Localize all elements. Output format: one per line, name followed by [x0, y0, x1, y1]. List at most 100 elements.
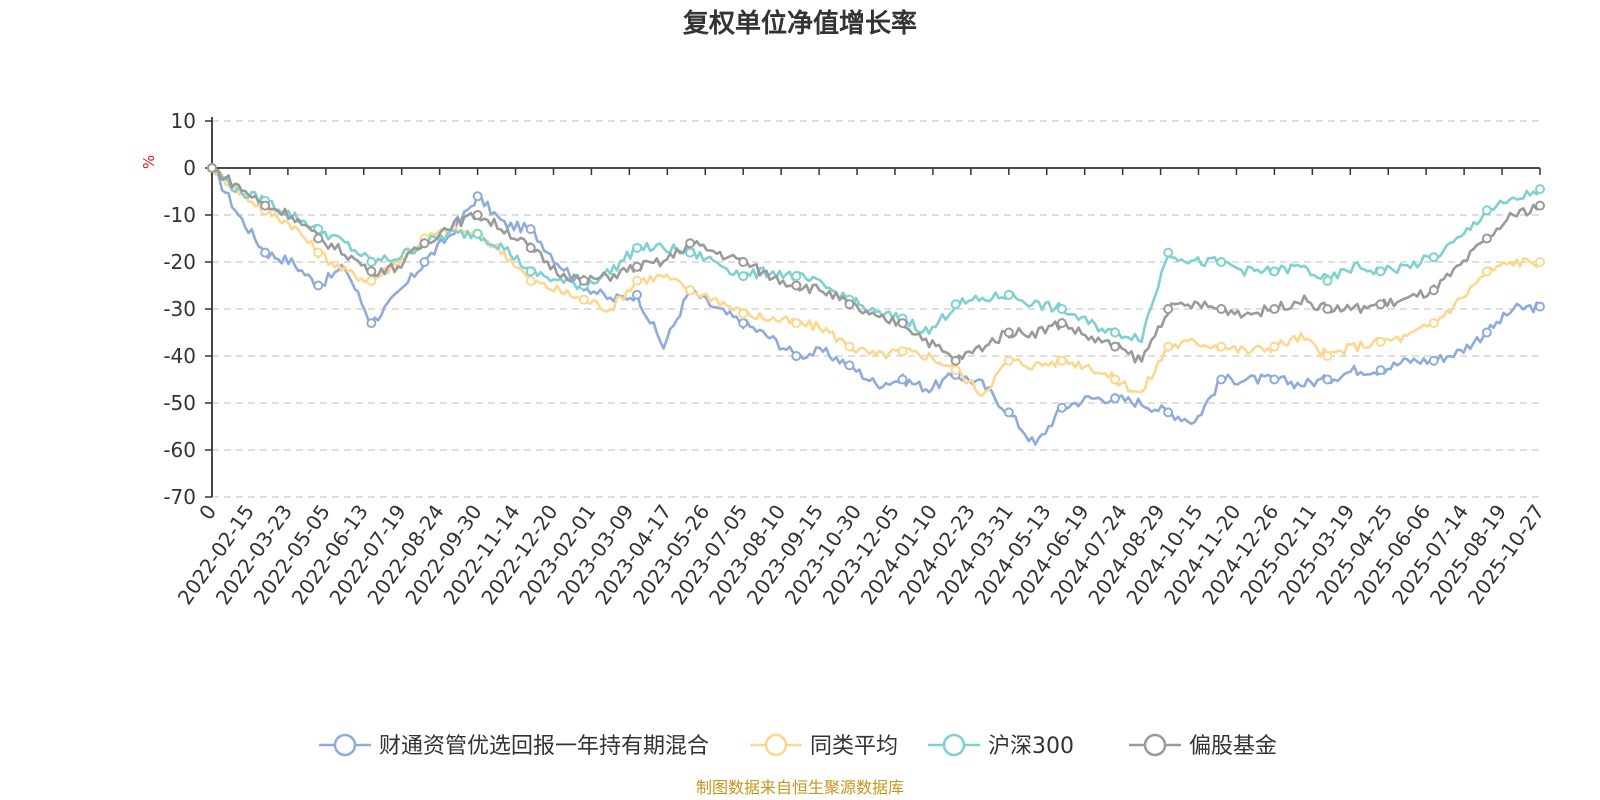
series-point — [1163, 304, 1174, 314]
series-point — [1375, 299, 1386, 310]
legend-marker-icon — [333, 733, 357, 757]
legend-marker-icon — [764, 733, 788, 757]
series-point — [897, 346, 908, 357]
series-point — [366, 275, 377, 286]
series-point — [1003, 289, 1014, 300]
legend: 财通资管优选回报一年持有期混合 同类平均 沪深300 偏股基金 — [319, 733, 1277, 759]
series-point — [1056, 304, 1067, 314]
series-point — [1535, 257, 1545, 267]
legend-label: 偏股基金 — [1189, 734, 1277, 759]
series-point — [366, 257, 377, 267]
series-point — [844, 299, 855, 310]
y-tick-label: -20 — [163, 250, 196, 274]
series-point — [631, 261, 642, 272]
series-point — [1163, 407, 1174, 418]
series-point — [950, 299, 961, 310]
series-point — [950, 355, 961, 366]
y-tick-label: -10 — [163, 203, 196, 227]
series-point — [1481, 327, 1492, 338]
y-axis-unit: % — [140, 155, 158, 169]
series-point — [313, 280, 324, 291]
y-tick-label: 0 — [183, 156, 196, 180]
series-point — [1003, 407, 1014, 418]
series-point — [1481, 266, 1492, 277]
series-point — [1216, 374, 1227, 385]
series-point — [525, 266, 536, 277]
series-point — [1269, 341, 1280, 352]
series-line — [211, 166, 1541, 365]
axes: 100-10-20-30-40-50-60-7002022-02-152022-… — [163, 109, 1549, 609]
series-point — [1110, 374, 1121, 385]
series-point — [685, 238, 696, 249]
series-point — [1428, 285, 1439, 296]
series-point — [578, 275, 589, 286]
series-point — [1056, 318, 1067, 329]
series-point — [1375, 266, 1386, 277]
series-point — [366, 318, 377, 329]
y-tick-label: -70 — [163, 485, 196, 509]
series-point — [791, 318, 802, 329]
series-point — [897, 374, 908, 385]
series-point — [685, 285, 696, 296]
series-point — [1535, 301, 1545, 312]
y-tick-label: -60 — [163, 438, 196, 462]
series-point — [578, 294, 589, 305]
series-point — [1428, 252, 1439, 263]
y-tick-label: 10 — [171, 109, 196, 133]
series-point — [1322, 351, 1333, 361]
series-point — [844, 360, 855, 371]
series-point — [1428, 318, 1439, 329]
series-point — [1003, 327, 1014, 338]
series-lines — [207, 163, 1545, 446]
series-point — [1535, 184, 1545, 195]
series-point — [1428, 355, 1439, 366]
series-point — [1322, 304, 1333, 314]
series-point — [1216, 304, 1227, 314]
legend-label: 沪深300 — [988, 734, 1074, 759]
series-point — [1322, 374, 1333, 385]
series-point — [207, 163, 217, 173]
series-point — [631, 289, 642, 300]
legend-label: 财通资管优选回报一年持有期混合 — [379, 734, 709, 759]
legend-item: 同类平均 — [750, 733, 898, 759]
series-point — [738, 308, 749, 319]
series-point — [525, 224, 536, 235]
series-point — [631, 275, 642, 286]
legend-label: 同类平均 — [810, 734, 898, 759]
series-point — [1110, 341, 1121, 352]
series-point — [738, 271, 749, 282]
series-point — [313, 247, 324, 258]
series-point — [1003, 355, 1014, 366]
series-point — [685, 247, 696, 258]
y-tick-label: -30 — [163, 297, 196, 321]
series-point — [1269, 374, 1280, 385]
series-point — [1481, 205, 1492, 216]
series-line — [210, 167, 1542, 344]
chart-title: 复权单位净值增长率 — [683, 8, 917, 39]
series-point — [419, 238, 430, 249]
series-point — [313, 233, 324, 244]
series-point — [1535, 200, 1545, 211]
series-point — [472, 191, 483, 202]
legend-marker-icon — [942, 733, 966, 757]
series-point — [1163, 341, 1174, 352]
data-source-note: 制图数据来自恒生聚源数据库 — [696, 778, 904, 797]
series-point — [950, 365, 961, 376]
series-point — [1163, 247, 1174, 258]
series-4 — [207, 163, 1545, 366]
series-point — [260, 200, 271, 211]
series-line — [211, 166, 1542, 446]
series-point — [525, 275, 536, 286]
series-point — [525, 242, 536, 253]
series-point — [738, 257, 749, 267]
series-point — [419, 257, 430, 267]
series-point — [1322, 275, 1333, 286]
series-point — [1216, 257, 1227, 267]
series-line — [210, 167, 1542, 398]
legend-item: 沪深300 — [928, 733, 1074, 759]
series-point — [1481, 233, 1492, 244]
series-point — [472, 228, 483, 239]
series-point — [1056, 402, 1067, 413]
legend-item: 偏股基金 — [1129, 733, 1277, 759]
